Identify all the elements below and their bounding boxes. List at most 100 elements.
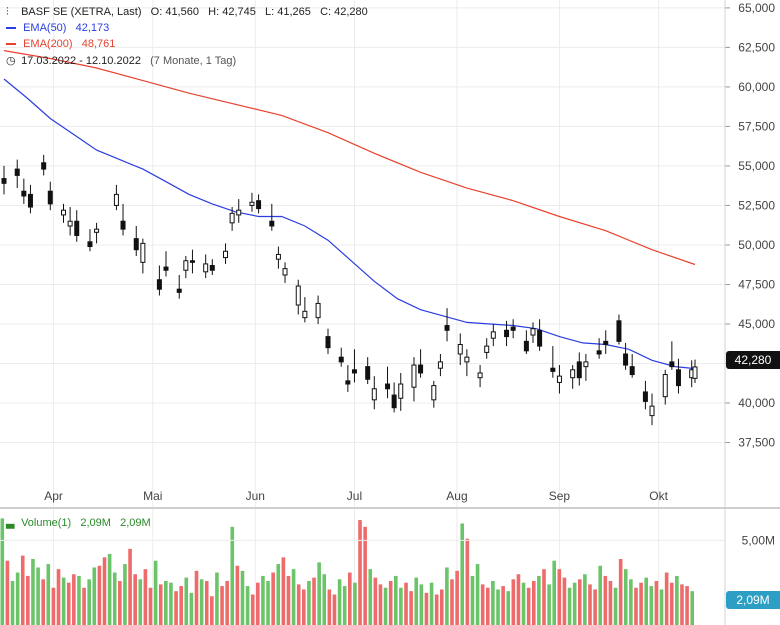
- candle[interactable]: [120, 203, 126, 236]
- candle[interactable]: [675, 358, 681, 394]
- candle[interactable]: [616, 314, 622, 345]
- candle[interactable]: [338, 347, 344, 367]
- candle[interactable]: [692, 359, 698, 383]
- candle[interactable]: [21, 178, 27, 204]
- candle[interactable]: [345, 365, 351, 392]
- volume-bar: [373, 577, 378, 625]
- volume-bar: [312, 577, 316, 625]
- candle[interactable]: [530, 322, 536, 343]
- candle[interactable]: [570, 365, 576, 389]
- candle[interactable]: [385, 366, 391, 399]
- volume-bar: [281, 557, 286, 625]
- candle[interactable]: [94, 222, 100, 244]
- candle[interactable]: [391, 382, 397, 413]
- candle[interactable]: [576, 352, 582, 386]
- candle[interactable]: [418, 349, 424, 378]
- candle[interactable]: [183, 256, 189, 279]
- candle[interactable]: [61, 203, 67, 223]
- candle-body-down: [27, 193, 33, 208]
- candle-body-up: [477, 372, 483, 379]
- candle-body-down: [209, 264, 215, 271]
- candle[interactable]: [490, 323, 496, 347]
- candle[interactable]: [431, 380, 437, 408]
- candle[interactable]: [623, 342, 629, 370]
- ema200-value: 48,761: [81, 38, 116, 50]
- candle[interactable]: [504, 320, 510, 347]
- volume-bar: [92, 567, 97, 625]
- candle[interactable]: [523, 330, 529, 354]
- candle[interactable]: [140, 238, 146, 274]
- candle[interactable]: [325, 328, 331, 354]
- candle[interactable]: [282, 262, 288, 283]
- candle[interactable]: [365, 357, 371, 385]
- candle[interactable]: [295, 279, 301, 315]
- volume-bar: [184, 577, 189, 625]
- candle[interactable]: [398, 372, 404, 411]
- candle[interactable]: [1, 165, 7, 195]
- candle[interactable]: [371, 376, 377, 410]
- candle[interactable]: [629, 353, 635, 378]
- candle[interactable]: [27, 184, 33, 214]
- candle[interactable]: [596, 338, 602, 359]
- candle-body-up: [556, 375, 562, 383]
- candle[interactable]: [249, 192, 255, 212]
- candle-body-down: [74, 220, 80, 236]
- candle[interactable]: [269, 203, 275, 231]
- volume-legend[interactable]: ▃ Volume(1) 2,09M 2,09M: [6, 516, 151, 529]
- candle[interactable]: [444, 308, 450, 342]
- candle[interactable]: [87, 229, 93, 252]
- candle[interactable]: [275, 246, 281, 269]
- candle[interactable]: [669, 341, 675, 370]
- candle[interactable]: [537, 319, 543, 351]
- candle[interactable]: [133, 225, 139, 257]
- candle[interactable]: [484, 338, 490, 359]
- candle-body-up: [431, 385, 437, 401]
- ema200-legend[interactable]: EMA(200) 48,761: [6, 38, 115, 50]
- candle[interactable]: [411, 357, 417, 402]
- candle[interactable]: [229, 207, 235, 231]
- volume-bar: [485, 587, 490, 625]
- candle[interactable]: [583, 353, 589, 381]
- volume-bar: [210, 596, 214, 625]
- candle[interactable]: [315, 295, 321, 324]
- candle[interactable]: [41, 154, 47, 176]
- candle[interactable]: [189, 249, 195, 274]
- candle[interactable]: [457, 333, 463, 366]
- candle[interactable]: [113, 184, 119, 211]
- candle[interactable]: [510, 319, 516, 339]
- candle[interactable]: [47, 181, 53, 211]
- candle[interactable]: [662, 369, 668, 405]
- candle[interactable]: [14, 159, 20, 189]
- volume-bar: [230, 526, 235, 625]
- candle[interactable]: [351, 349, 357, 383]
- candle[interactable]: [156, 265, 162, 296]
- candle[interactable]: [550, 346, 556, 378]
- candle[interactable]: [256, 194, 262, 214]
- candle[interactable]: [477, 365, 483, 388]
- candle[interactable]: [642, 380, 648, 410]
- candle[interactable]: [649, 393, 655, 426]
- candle-body-up: [229, 212, 235, 224]
- candle[interactable]: [236, 199, 242, 223]
- candle[interactable]: [603, 330, 609, 354]
- volume-bar: [143, 569, 148, 625]
- candle[interactable]: [67, 207, 73, 236]
- candle[interactable]: [464, 349, 470, 377]
- candle[interactable]: [203, 254, 209, 279]
- ema50-legend[interactable]: EMA(50) 42,173: [6, 22, 109, 34]
- candle[interactable]: [163, 251, 169, 277]
- volume-bar: [603, 575, 608, 625]
- candle[interactable]: [223, 243, 229, 264]
- candle[interactable]: [176, 274, 182, 299]
- candle[interactable]: [437, 353, 443, 377]
- candle[interactable]: [209, 259, 215, 275]
- volume-bar: [189, 592, 194, 625]
- price-tick-label: 55,000: [738, 159, 775, 173]
- volume-bar: [10, 581, 15, 625]
- candle-body-down: [189, 260, 195, 263]
- candle[interactable]: [74, 210, 80, 242]
- candle[interactable]: [556, 365, 562, 394]
- volume-bar: [5, 560, 10, 625]
- candle[interactable]: [302, 297, 308, 323]
- close-value: C: 42,280: [320, 6, 368, 18]
